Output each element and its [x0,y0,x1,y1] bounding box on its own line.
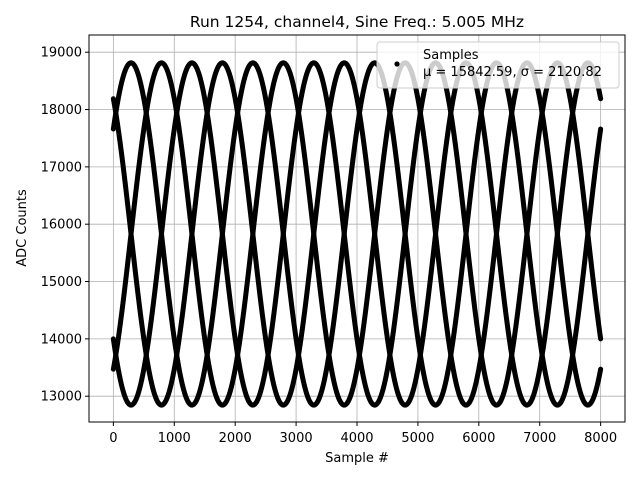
x-tick-label: 6000 [462,431,495,446]
sample-trace-branch-4 [110,60,604,408]
x-tick-label: 2000 [219,431,252,446]
y-tick-label: 19000 [41,46,82,61]
x-tick-label: 7000 [523,431,556,446]
x-tick-label: 3000 [280,431,313,446]
sample-trace-branch-1 [110,60,604,408]
x-axis: 0 1000 2000 3000 4000 5000 6000 7000 8000 [109,422,617,446]
y-tick-label: 18000 [41,103,82,118]
legend-label: Samples [423,48,479,63]
y-tick-label: 15000 [41,275,82,290]
x-tick-label: 5000 [401,431,434,446]
y-tick-label: 16000 [41,218,82,233]
chart-title: Run 1254, channel4, Sine Freq.: 5.005 MH… [190,13,524,31]
x-tick-label: 8000 [584,431,617,446]
x-tick-label: 0 [109,431,117,446]
sample-trace-branch-2 [110,60,604,408]
y-tick-label: 14000 [41,332,82,347]
x-axis-label: Sample # [325,451,389,466]
x-tick-label: 4000 [340,431,373,446]
y-axis-label: ADC Counts [15,189,30,267]
legend-stats: μ = 15842.59, σ = 2120.82 [423,65,602,80]
y-tick-label: 17000 [41,160,82,175]
legend: Samples μ = 15842.59, σ = 2120.82 [376,41,620,89]
legend-marker [394,61,400,67]
legend-box [376,41,620,89]
y-tick-label: 13000 [41,390,82,405]
y-axis: 13000 14000 15000 16000 17000 18000 19000 [41,46,89,405]
x-tick-label: 1000 [158,431,191,446]
